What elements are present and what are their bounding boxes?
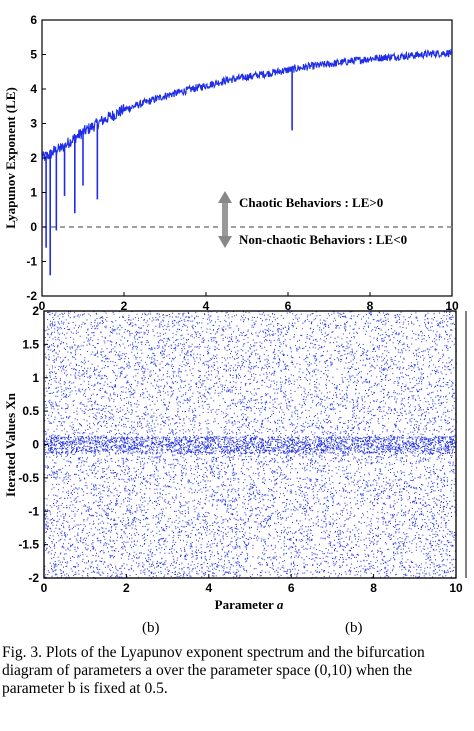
x-tick-label: 6 — [285, 299, 292, 313]
lyapunov-y-axis-label: Lyapunov Exponent (LE) — [3, 87, 18, 229]
y-tick-label: 2 — [32, 304, 39, 318]
y-tick-label: 2 — [30, 151, 37, 165]
x-tick-label: 6 — [288, 581, 295, 595]
y-tick-label: -1.5 — [18, 538, 39, 552]
y-tick-label: 1 — [30, 186, 37, 200]
x-tick-label: 0 — [39, 299, 46, 313]
bifurcation-x-ticks: 0 2 4 6 8 10 — [41, 574, 463, 595]
x-tick-label: 0 — [41, 581, 48, 595]
figure-caption: Fig. 3. Plots of the Lyapunov exponent s… — [2, 644, 425, 697]
y-tick-label: 5 — [30, 48, 37, 62]
x-tick-label: 10 — [445, 299, 459, 313]
x-tick-label: 8 — [370, 581, 377, 595]
bifurcation-chart: 0 2 4 6 8 10 -2 -1.5 -1 -0.5 0 0.5 1 1.5 2 Iterated V… — [3, 304, 467, 612]
lyapunov-y-ticks: -2 -1 0 1 2 3 4 5 6 — [26, 13, 46, 303]
lyapunov-line — [41, 48, 453, 161]
non-chaotic-annotation: Non-chaotic Behaviors : LE<0 — [239, 232, 407, 247]
y-tick-label: 0 — [30, 220, 37, 234]
y-tick-label: -1 — [26, 255, 37, 269]
bifurcation-plot-frame — [43, 310, 457, 579]
y-tick-label: 0 — [32, 438, 39, 452]
x-tick-label: 10 — [449, 581, 463, 595]
subcaption-left: (b) — [142, 620, 160, 636]
y-tick-label: 0.5 — [22, 404, 39, 418]
y-tick-label: 1.5 — [22, 337, 39, 351]
y-tick-label: 6 — [30, 13, 37, 27]
bifurcation-x-axis-label: Parameter a — [215, 597, 284, 612]
y-tick-label: 1 — [32, 371, 39, 385]
chaotic-annotation: Chaotic Behaviors : LE>0 — [239, 195, 383, 210]
y-tick-label: -0.5 — [18, 471, 39, 485]
x-tick-label: 2 — [123, 581, 130, 595]
y-tick-label: -1 — [28, 504, 39, 518]
x-tick-label: 2 — [121, 299, 128, 313]
y-tick-label: -2 — [28, 571, 39, 585]
y-tick-label: 3 — [30, 117, 37, 131]
x-tick-label: 8 — [367, 299, 374, 313]
lyapunov-chart: 0 2 4 6 8 10 -2 -1 0 1 2 3 4 5 6 Lyapunov Exponent (L… — [3, 13, 459, 313]
subcaption-right: (b) — [345, 620, 363, 636]
bifurcation-y-axis-label: Iterated Values Xn — [3, 392, 18, 497]
y-tick-label: 4 — [30, 82, 37, 96]
double-arrow-icon — [218, 191, 232, 248]
x-tick-label: 4 — [203, 299, 210, 313]
y-tick-label: -2 — [26, 289, 37, 303]
lyapunov-series — [41, 48, 453, 276]
x-tick-label: 4 — [205, 581, 212, 595]
lyapunov-plot-frame — [41, 19, 453, 297]
bifurcation-y-ticks: -2 -1.5 -1 -0.5 0 0.5 1 1.5 2 — [18, 304, 48, 585]
lyapunov-x-ticks: 0 2 4 6 8 10 — [39, 292, 459, 313]
